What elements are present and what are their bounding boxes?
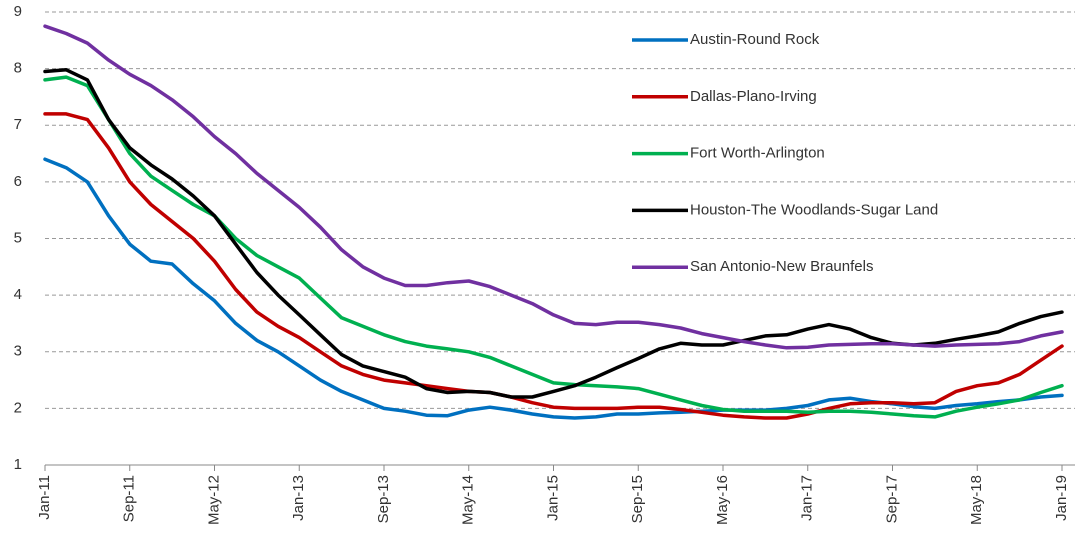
y-tick-label: 3 — [14, 343, 22, 360]
x-tick-label: Jan-15 — [544, 475, 561, 521]
y-tick-label: 9 — [14, 3, 22, 20]
y-tick-label: 4 — [14, 286, 22, 303]
y-tick-label: 5 — [14, 229, 22, 246]
x-tick-label: Jan-11 — [36, 475, 53, 520]
legend-background — [628, 84, 1048, 109]
x-tick-label: Sep-11 — [121, 475, 138, 522]
y-tick-label: 7 — [14, 116, 22, 133]
legend-label: Fort Worth-Arlington — [690, 145, 825, 162]
legend-background — [628, 255, 1048, 280]
legend-label: Austin-Round Rock — [690, 31, 820, 48]
legend-label: Dallas-Plano-Irving — [690, 88, 817, 105]
x-tick-label: Sep-17 — [883, 475, 900, 523]
x-tick-label: May-18 — [968, 475, 985, 525]
x-tick-label: Sep-15 — [629, 475, 646, 523]
legend-label: Houston-The Woodlands-Sugar Land — [690, 201, 938, 218]
x-tick-label: Sep-13 — [375, 475, 392, 523]
series-line — [43, 112, 1064, 420]
x-tick-label: Jan-19 — [1053, 475, 1070, 521]
x-tick-label: Jan-13 — [290, 475, 307, 521]
legend-label: San Antonio-New Braunfels — [690, 258, 873, 275]
x-tick-label: May-14 — [460, 475, 477, 525]
y-tick-label: 1 — [14, 456, 22, 473]
x-tick-label: May-12 — [205, 475, 222, 525]
legend-background — [628, 141, 1048, 166]
y-tick-label: 2 — [14, 399, 22, 416]
legend-background — [628, 198, 1048, 223]
x-tick-label: Jan-17 — [799, 475, 816, 521]
series-line — [43, 24, 1064, 350]
legend-background — [628, 28, 1048, 52]
y-tick-label: 8 — [14, 60, 22, 77]
y-tick-label: 6 — [14, 173, 22, 190]
series-line — [43, 75, 1064, 419]
x-tick-label: May-16 — [714, 475, 731, 525]
